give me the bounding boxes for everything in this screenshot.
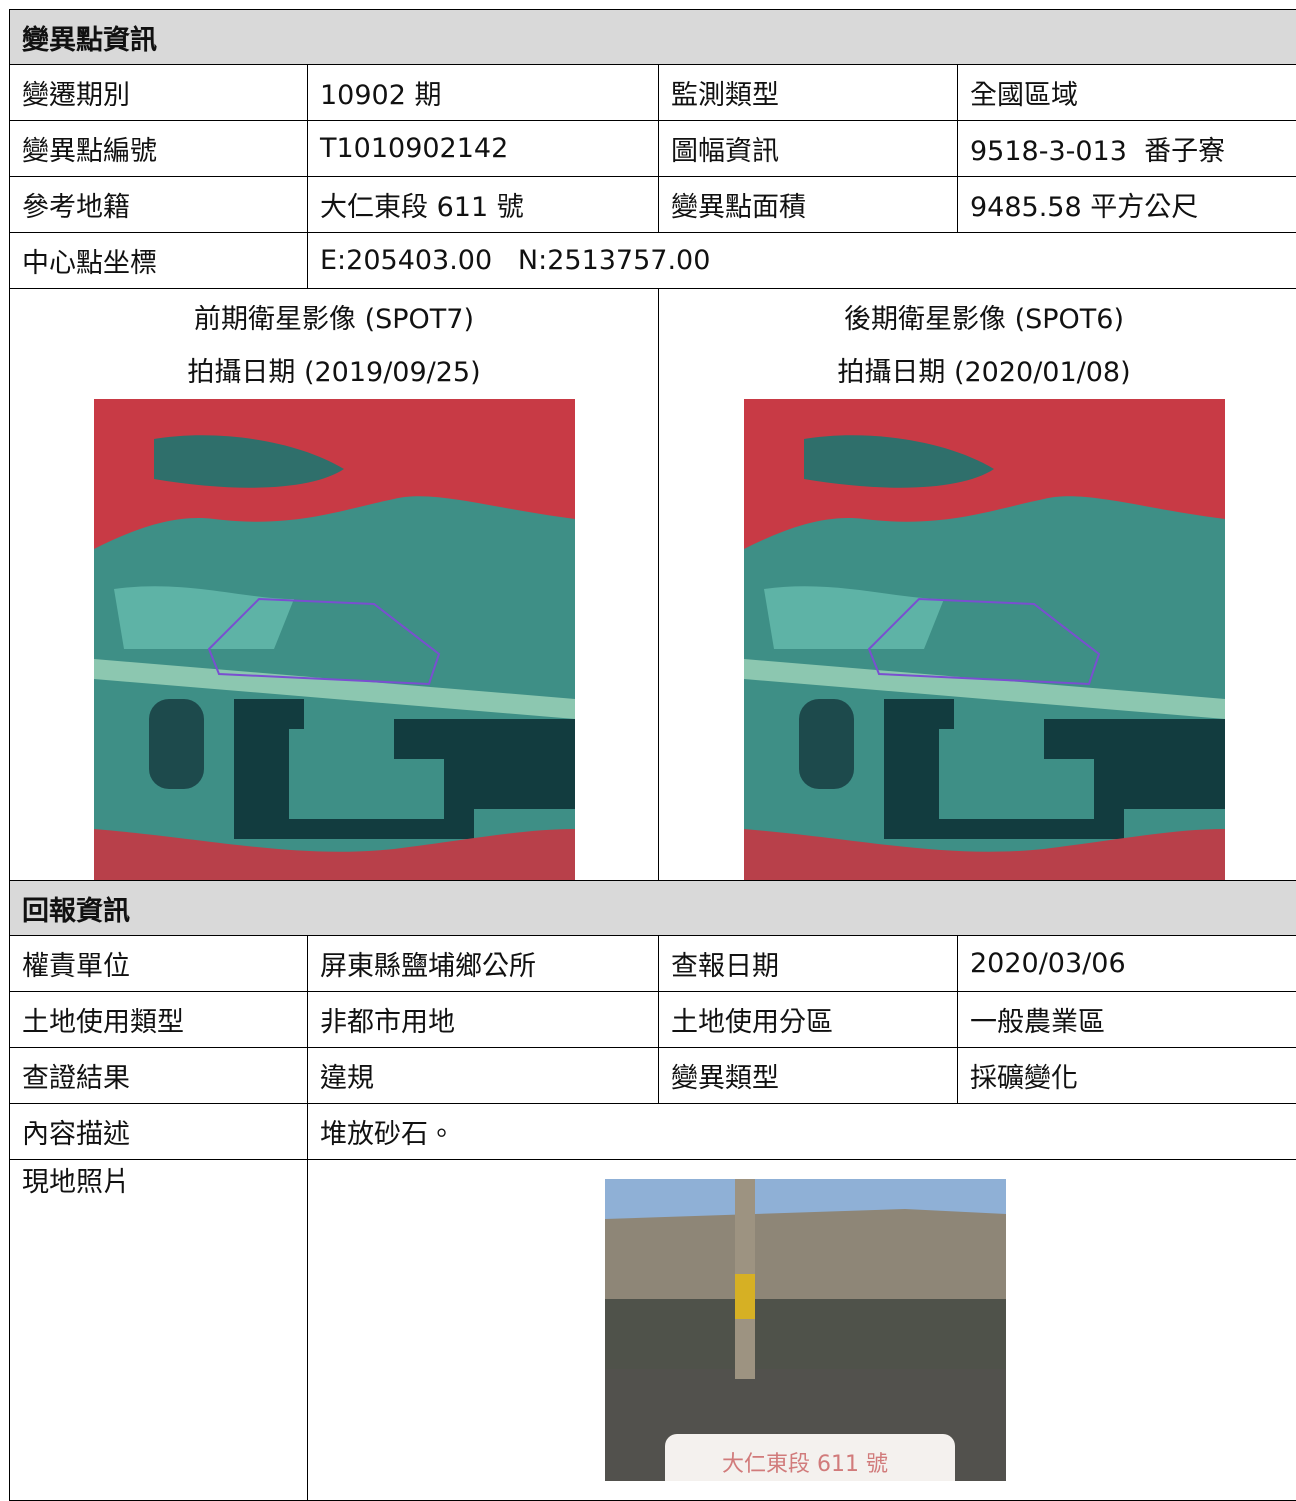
satellite-image — [744, 399, 1225, 880]
field-value: 非都市用地 — [308, 992, 659, 1048]
site-photo: 大仁東段 611 號 — [605, 1179, 1006, 1481]
satellite-image — [94, 399, 575, 880]
section-header: 變異點資訊 — [10, 10, 1296, 65]
field-label: 圖幅資訊 — [659, 121, 958, 177]
field-label: 變遷期別 — [10, 65, 308, 121]
table-row: 土地使用類型非都市用地土地使用分區一般農業區 — [10, 992, 1296, 1048]
section-title: 回報資訊 — [10, 881, 1296, 936]
section-title: 變異點資訊 — [10, 10, 1296, 65]
photo-cell: 大仁東段 611 號 — [308, 1160, 1296, 1501]
field-value: 9518-3-013 番子寮 — [958, 121, 1296, 177]
field-label: 變異類型 — [659, 1048, 958, 1104]
field-label: 土地使用類型 — [10, 992, 308, 1048]
field-label: 變異點面積 — [659, 177, 958, 233]
field-value: 10902 期 — [308, 65, 659, 121]
pond-small — [799, 699, 854, 789]
field-value: 全國區域 — [958, 65, 1296, 121]
field-label: 中心點坐標 — [10, 233, 308, 289]
field-label: 現地照片 — [10, 1160, 308, 1501]
image-cell: 前期衛星影像 (SPOT7)拍攝日期 (2019/09/25) — [10, 289, 659, 881]
field-label: 變異點編號 — [10, 121, 308, 177]
pole-band — [735, 1274, 755, 1319]
table-row: 內容描述堆放砂石。 — [10, 1104, 1296, 1160]
table-row: 查證結果違規變異類型採礦變化 — [10, 1048, 1296, 1104]
section-header: 回報資訊 — [10, 881, 1296, 936]
field-label: 查證結果 — [10, 1048, 308, 1104]
image-cell: 後期衛星影像 (SPOT6)拍攝日期 (2020/01/08) — [659, 289, 1296, 881]
field-value: 屏東縣鹽埔鄉公所 — [308, 936, 659, 992]
field-label: 土地使用分區 — [659, 992, 958, 1048]
field-value: 違規 — [308, 1048, 659, 1104]
field-value: 堆放砂石。 — [308, 1104, 1296, 1160]
field-value: 採礦變化 — [958, 1048, 1296, 1104]
photo-row: 現地照片大仁東段 611 號 — [10, 1160, 1296, 1501]
sign-text: 大仁東段 611 號 — [722, 1452, 888, 1477]
field-value: T1010902142 — [308, 121, 659, 177]
field-value: 2020/03/06 — [958, 936, 1296, 992]
wall — [605, 1299, 1006, 1374]
image-caption: 前期衛星影像 (SPOT7) — [10, 293, 658, 346]
pond-small — [149, 699, 204, 789]
field-value: 9485.58 平方公尺 — [958, 177, 1296, 233]
field-label: 查報日期 — [659, 936, 958, 992]
image-date: 拍攝日期 (2020/01/08) — [659, 346, 1296, 399]
image-caption: 後期衛星影像 (SPOT6) — [659, 293, 1296, 346]
field-value: E:205403.00 N:2513757.00 — [308, 233, 1296, 289]
field-label: 權責單位 — [10, 936, 308, 992]
image-date: 拍攝日期 (2019/09/25) — [10, 346, 658, 399]
field-label: 內容描述 — [10, 1104, 308, 1160]
field-label: 參考地籍 — [10, 177, 308, 233]
field-value: 一般農業區 — [958, 992, 1296, 1048]
field-label: 監測類型 — [659, 65, 958, 121]
image-row: 前期衛星影像 (SPOT7)拍攝日期 (2019/09/25)後期衛星影像 (S… — [10, 289, 1296, 881]
field-value: 大仁東段 611 號 — [308, 177, 659, 233]
